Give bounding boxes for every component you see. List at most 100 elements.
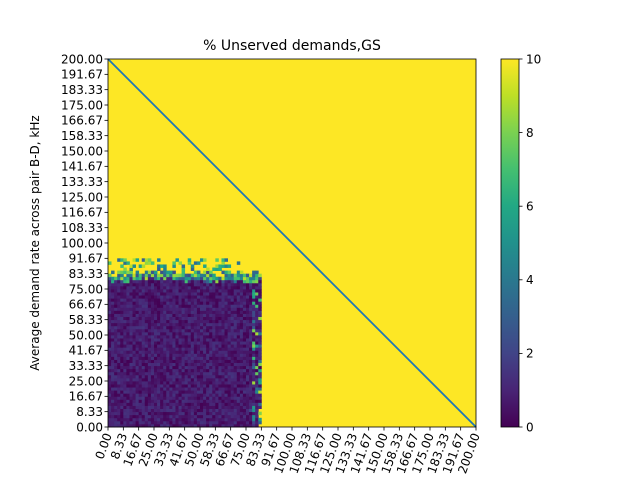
heatmap-cell — [246, 371, 250, 376]
heatmap-cell — [154, 371, 158, 376]
heatmap-cell — [163, 387, 167, 391]
heatmap-cell — [157, 356, 161, 360]
heatmap-cell — [150, 344, 155, 348]
heatmap-cell — [239, 411, 244, 416]
heatmap-cell — [144, 347, 149, 351]
heatmap-cell — [230, 414, 235, 419]
heatmap-cell — [215, 338, 219, 342]
heatmap-cell — [252, 289, 256, 293]
heatmap-cell — [178, 276, 182, 281]
heatmap-cell — [141, 341, 146, 345]
heatmap-cell — [203, 405, 207, 409]
heatmap-cell — [215, 396, 219, 400]
heatmap-cell — [193, 304, 198, 308]
heatmap-cell — [150, 353, 155, 357]
heatmap-cell — [172, 273, 176, 278]
heatmap-cell — [233, 338, 238, 342]
heatmap-cell — [178, 295, 182, 299]
heatmap-cell — [218, 341, 222, 345]
heatmap-cell — [141, 304, 146, 308]
heatmap-cell — [175, 374, 179, 379]
heatmap-cell — [178, 374, 182, 379]
heatmap-cell — [178, 396, 182, 400]
heatmap-cell — [172, 292, 176, 296]
heatmap-cell — [215, 258, 219, 262]
heatmap-cell — [187, 304, 192, 308]
heatmap-cell — [132, 313, 136, 317]
heatmap-cell — [221, 347, 225, 351]
heatmap-cell — [132, 353, 136, 357]
heatmap-cell — [175, 390, 179, 394]
heatmap-cell — [196, 301, 201, 305]
heatmap-cell — [230, 396, 235, 400]
heatmap-cell — [221, 420, 225, 425]
heatmap-cell — [206, 423, 210, 428]
heatmap-cell — [138, 285, 143, 290]
heatmap-cell — [193, 338, 198, 342]
heatmap-cell — [209, 282, 213, 287]
heatmap-cell — [215, 359, 219, 363]
heatmap-cell — [218, 285, 222, 290]
heatmap-cell — [178, 402, 182, 406]
heatmap-cell — [233, 399, 238, 403]
heatmap-cell — [212, 316, 216, 321]
heatmap-cell — [258, 292, 262, 296]
heatmap-cell — [166, 414, 170, 419]
heatmap-cell — [221, 368, 225, 373]
heatmap-cell — [157, 405, 161, 409]
heatmap-cell — [129, 417, 133, 422]
heatmap-cell — [181, 273, 186, 278]
heatmap-cell — [175, 279, 179, 284]
heatmap-cell — [246, 353, 250, 357]
heatmap-cell — [147, 316, 152, 321]
heatmap-cell — [236, 347, 241, 351]
heatmap-cell — [246, 338, 250, 342]
heatmap-cell — [258, 362, 262, 367]
heatmap-cell — [196, 414, 201, 419]
heatmap-cell — [135, 258, 140, 262]
heatmap-cell — [233, 353, 238, 357]
heatmap-cell — [221, 319, 225, 324]
heatmap-cell — [166, 417, 170, 422]
heatmap-cell — [215, 267, 219, 271]
heatmap-cell — [212, 267, 216, 271]
heatmap-cell — [230, 285, 235, 290]
heatmap-cell — [200, 362, 204, 367]
heatmap-cell — [236, 295, 241, 299]
heatmap-cell — [203, 350, 207, 354]
heatmap-cell — [215, 368, 219, 373]
heatmap-cell — [147, 396, 152, 400]
heatmap-cell — [147, 322, 152, 327]
heatmap-cell — [163, 377, 167, 382]
heatmap-cell — [187, 344, 192, 348]
heatmap-cell — [135, 298, 140, 302]
heatmap-cell — [166, 387, 170, 391]
heatmap-cell — [221, 328, 225, 333]
heatmap-cell — [166, 285, 170, 290]
heatmap-cell — [111, 396, 115, 400]
heatmap-cell — [227, 420, 232, 425]
heatmap-cell — [154, 285, 158, 290]
heatmap-cell — [196, 322, 201, 327]
heatmap-cell — [236, 359, 241, 363]
heatmap-cell — [132, 328, 136, 333]
heatmap-cell — [181, 307, 186, 311]
heatmap-cell — [236, 313, 241, 317]
heatmap-cell — [203, 304, 207, 308]
heatmap-cell — [147, 307, 152, 311]
heatmap-cell — [221, 301, 225, 305]
heatmap-cell — [246, 316, 250, 321]
heatmap-cell — [132, 377, 136, 382]
heatmap-cell — [218, 390, 222, 394]
heatmap-cell — [172, 371, 176, 376]
heatmap-cell — [206, 319, 210, 324]
heatmap-cell — [252, 310, 256, 314]
heatmap-cell — [154, 289, 158, 293]
heatmap-cell — [120, 390, 124, 394]
heatmap-cell — [129, 344, 133, 348]
diagonal-line — [107, 58, 477, 428]
heatmap-cell — [206, 417, 210, 422]
heatmap-cell — [163, 399, 167, 403]
heatmap-cell — [108, 399, 112, 403]
heatmap-cell — [141, 396, 146, 400]
